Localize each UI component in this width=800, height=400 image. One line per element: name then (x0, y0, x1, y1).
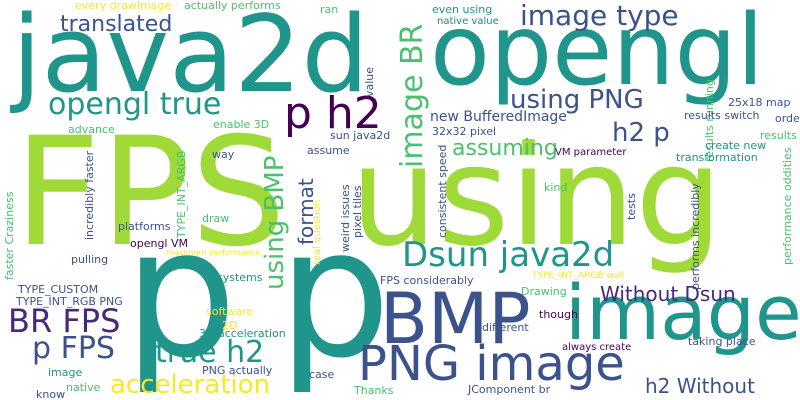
cloud-word-java2d: java2d (12, 0, 369, 116)
cloud-word-using: using (350, 116, 723, 277)
cloud-word-results: results (760, 129, 797, 142)
cloud-word-type-int-argb-wall: TYPE_INT_ARGB wall (532, 271, 625, 281)
cloud-word-image-small: image (48, 366, 83, 379)
cloud-word-though: though (539, 308, 578, 321)
cloud-word-br-fps: BR FPS (8, 302, 121, 340)
cloud-word-enable-3d: enable 3D (213, 118, 270, 131)
cloud-word-p-h2: p h2 (284, 88, 382, 139)
cloud-word-using-png: using PNG (510, 85, 644, 115)
cloud-word-maximum-performance: maximum performance (166, 248, 261, 257)
cloud-word-sun-java2d: sun java2d (330, 129, 391, 142)
cloud-word-native-value: native value (437, 16, 499, 27)
cloud-word-bmp: BMP (380, 278, 531, 360)
cloud-word-advance: advance (68, 123, 115, 136)
cloud-word-opengl: opengl (430, 0, 765, 108)
cloud-word-draw: draw (202, 212, 230, 225)
cloud-word-different: different (482, 321, 529, 334)
cloud-word-case: case (309, 368, 335, 381)
cloud-word-always-create: always create (562, 342, 632, 353)
cloud-word-native: native (66, 381, 101, 394)
cloud-word-using-bmp: using BMP (260, 155, 290, 290)
cloud-word-faster-craziness: faster Craziness (3, 191, 16, 280)
cloud-word-performance-oddities: performance oddities (781, 147, 794, 265)
cloud-word-real-question: real question (312, 199, 323, 265)
cloud-word-know: know (36, 388, 66, 400)
cloud-word-pulling: pulling (71, 253, 109, 266)
cloud-word-opengl-true: opengl true (48, 87, 222, 122)
cloud-word-drawing: Drawing (521, 285, 567, 298)
cloud-word-incredibly-faster: incredibly faster (83, 150, 96, 240)
cloud-word-kind: kind (544, 181, 568, 194)
cloud-word-png-image: PNG image (358, 336, 625, 392)
cloud-word-p-center: p (278, 190, 391, 397)
cloud-word-32x32-pixel: 32x32 pixel (432, 125, 497, 138)
cloud-word-weird-issues: weird issues (339, 184, 352, 252)
cloud-word-assuming: assuming (452, 136, 558, 161)
cloud-word-type-int-rgb-png: TYPE_INT_RGB PNG (16, 295, 123, 308)
cloud-word-pixel-tiles: pixel tiles (351, 185, 364, 238)
cloud-word-thanks: Thanks (354, 384, 394, 397)
cloud-word-opengl-vm: opengl VM (130, 237, 189, 250)
cloud-word-ran: ran (320, 3, 339, 16)
cloud-word-actually-performs: actually performs (184, 0, 281, 12)
cloud-word-h2-p: h2 p (612, 118, 670, 148)
cloud-word-platforms: platforms (118, 220, 171, 233)
cloud-word-translated: translated (60, 12, 173, 37)
cloud-word-fps: FPS (14, 106, 286, 280)
cloud-word-new-bufferedimage: new BufferedImage (430, 109, 567, 125)
cloud-word-way: way (212, 148, 235, 161)
cloud-word-tests: tests (625, 193, 638, 220)
cloud-word-type-custom: TYPE_CUSTOM (18, 283, 99, 296)
cloud-word-p-fps: p FPS (32, 331, 115, 366)
cloud-word-software: software (206, 305, 254, 318)
cloud-word-vm-parameter: VM parameter (555, 147, 627, 158)
cloud-word-consistent-speed: consistent speed (436, 144, 449, 238)
cloud-word-type-int-argb: TYPE_INT_ARGB (175, 150, 188, 238)
cloud-word-fps-considerably: FPS considerably (380, 274, 474, 287)
cloud-word-every-drawimage: every drawImage (75, 0, 172, 12)
cloud-word-dsun-java2d: Dsun java2d (402, 235, 615, 275)
cloud-word-performs-incredibly: performs incredibly (689, 183, 702, 290)
cloud-word-image-type: image type (520, 0, 679, 32)
cloud-word-acceleration: acceleration (110, 370, 271, 400)
cloud-word-systems: systems (217, 271, 263, 284)
cloud-word-p-left: p (124, 190, 237, 397)
cloud-word-create-new: create new (705, 139, 767, 152)
cloud-word-true-h2: true h2 (155, 335, 265, 370)
cloud-word-image-br: image BR (395, 23, 430, 168)
cloud-word-image-large: image (565, 268, 800, 357)
cloud-word-png-actually: PNG actually (202, 364, 273, 377)
cloud-word-2d: 2D (222, 319, 238, 332)
cloud-word-3d-acceleration: 3D acceleration (199, 327, 286, 340)
cloud-word-transformation: transformation (676, 151, 758, 164)
cloud-word-assume: assume (307, 144, 350, 157)
cloud-word-value: value (363, 66, 376, 97)
cloud-word-25x18-map: 25x18 map (728, 96, 791, 109)
cloud-word-without-dsun: Without Dsun (600, 282, 736, 306)
cloud-word-even-using: even using (432, 3, 493, 16)
cloud-word-results-switch: results switch (684, 109, 760, 122)
cloud-word-taking-place: taking place (688, 335, 756, 348)
cloud-word-jcomponent-br: JComponent br (468, 383, 551, 396)
cloud-word-h2-without: h2 Without (645, 374, 755, 398)
